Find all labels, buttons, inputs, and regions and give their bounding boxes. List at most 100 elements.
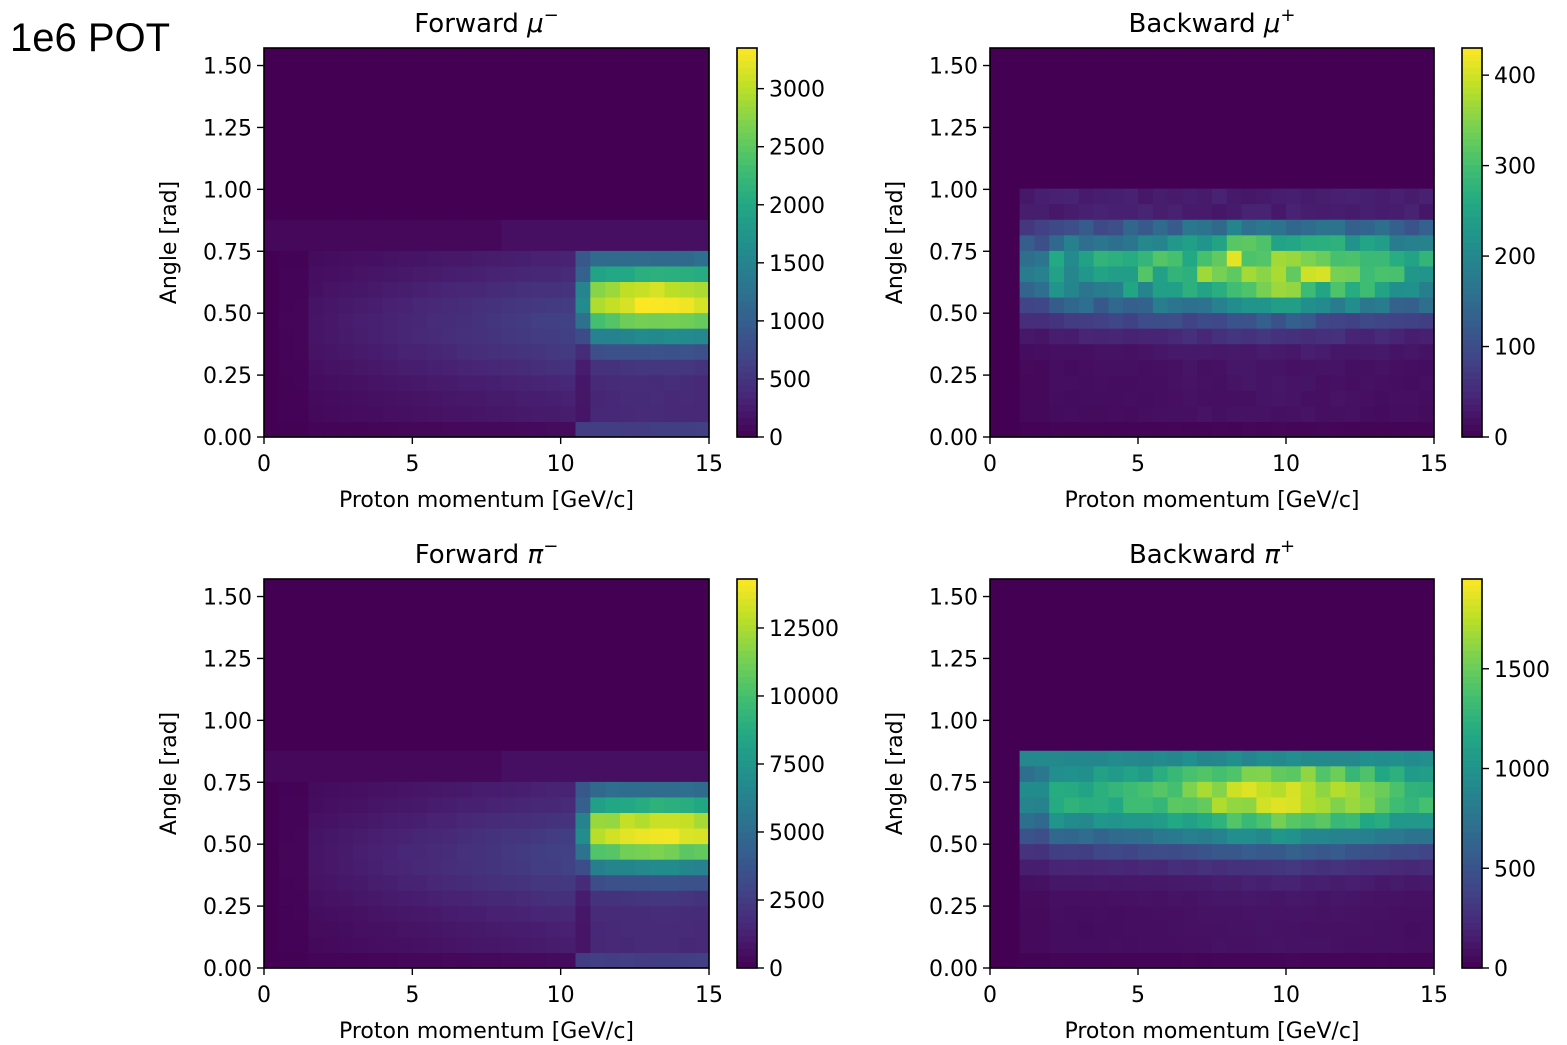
colorbar-segment: [737, 838, 757, 846]
heatmap-cell: [338, 156, 354, 174]
heatmap-cell: [353, 952, 369, 969]
heatmap-cell: [545, 656, 562, 673]
heatmap-cell: [679, 843, 695, 860]
heatmap-cell: [605, 921, 621, 938]
heatmap-cell: [412, 188, 428, 205]
heatmap-cell: [397, 94, 413, 111]
heatmap-cell: [293, 328, 310, 345]
heatmap-cell: [1123, 921, 1139, 938]
heatmap-cell: [1197, 734, 1213, 751]
heatmap-cell: [590, 296, 606, 314]
heatmap-cell: [501, 656, 517, 673]
heatmap-cell: [1360, 390, 1376, 407]
heatmap-cell: [427, 281, 443, 298]
heatmap-cell: [620, 110, 636, 127]
colorbar-segment: [737, 93, 757, 101]
colorbar-segment: [737, 300, 757, 308]
heatmap-cell: [1360, 188, 1376, 205]
heatmap-cell: [620, 156, 636, 174]
heatmap-cell: [1300, 281, 1317, 298]
heatmap-cell: [1152, 281, 1169, 298]
heatmap-cell: [1108, 172, 1124, 189]
heatmap-cell: [516, 250, 532, 267]
heatmap-cell: [1034, 405, 1050, 423]
heatmap-cell: [1078, 343, 1095, 360]
heatmap-cell: [1256, 125, 1272, 142]
heatmap-cell: [545, 781, 562, 798]
heatmap-cell: [1049, 734, 1065, 751]
heatmap-cell: [1167, 625, 1183, 642]
heatmap-cell: [1419, 656, 1435, 673]
heatmap-cell: [590, 750, 606, 767]
colorbar-segment: [1462, 579, 1482, 587]
heatmap-cell: [1064, 79, 1080, 96]
heatmap-cell: [1404, 921, 1420, 938]
heatmap-cell: [1049, 905, 1065, 922]
colorbar-segment: [737, 663, 757, 671]
heatmap-cell: [605, 827, 621, 845]
heatmap-cell: [1345, 610, 1361, 627]
heatmap-cell: [1360, 359, 1376, 376]
heatmap-cell: [1093, 79, 1109, 96]
heatmap-cell: [1330, 94, 1346, 111]
heatmap-cell: [1138, 265, 1154, 282]
heatmap-cell: [560, 936, 577, 954]
heatmap-cell: [649, 750, 666, 767]
heatmap-cell: [575, 125, 591, 142]
heatmap-cell: [1419, 79, 1435, 96]
heatmap-cell: [1404, 641, 1420, 658]
heatmap-cell: [560, 343, 577, 360]
heatmap-cell: [1226, 687, 1243, 705]
heatmap-cell: [323, 63, 339, 80]
heatmap-cell: [679, 390, 695, 407]
heatmap-cell: [442, 374, 458, 391]
heatmap-cell: [367, 921, 384, 938]
heatmap-cell: [1034, 874, 1050, 891]
heatmap-cell: [1286, 936, 1302, 954]
heatmap-cell: [1138, 172, 1154, 189]
heatmap-cell: [1345, 952, 1361, 969]
heatmap-cell: [1197, 796, 1213, 813]
heatmap-cell: [1330, 703, 1346, 720]
heatmap-cell: [293, 579, 310, 596]
heatmap-cell: [1345, 156, 1361, 174]
heatmap-cell: [1182, 421, 1198, 438]
heatmap-cell: [412, 125, 428, 142]
heatmap-cell: [456, 890, 473, 907]
heatmap-cell: [1286, 874, 1302, 891]
x-tick-label: 10: [547, 983, 575, 1008]
heatmap-cell: [1300, 703, 1317, 720]
heatmap-cell: [1212, 859, 1228, 876]
heatmap-cell: [605, 234, 621, 251]
heatmap-cell: [442, 281, 458, 298]
heatmap-cell: [1374, 859, 1391, 876]
heatmap-cell: [323, 625, 339, 642]
heatmap-cell: [545, 594, 562, 611]
colorbar-segment: [1462, 99, 1482, 107]
colorbar-segment: [1462, 430, 1482, 438]
heatmap-cell: [486, 125, 502, 142]
heatmap-cell: [1330, 719, 1346, 736]
heatmap-cell: [1345, 110, 1361, 127]
colorbar-tick-label: 2500: [769, 889, 825, 914]
heatmap-cell: [1138, 188, 1154, 205]
heatmap-cell: [1049, 781, 1065, 798]
colorbar-segment: [1462, 119, 1482, 127]
heatmap-cell: [1286, 750, 1302, 767]
colorbar-segment: [1462, 145, 1482, 153]
heatmap-cell: [1256, 265, 1272, 282]
heatmap-cell: [1019, 703, 1035, 720]
heatmap-cell: [1374, 141, 1391, 158]
heatmap-cell: [1064, 110, 1080, 127]
heatmap-cell: [1004, 812, 1021, 829]
heatmap-cell: [1315, 687, 1331, 705]
heatmap-cell: [1108, 48, 1124, 65]
heatmap-cell: [1138, 48, 1154, 65]
heatmap-cell: [679, 827, 695, 845]
heatmap-cell: [1419, 781, 1435, 798]
heatmap-cell: [338, 641, 354, 658]
heatmap-cell: [1226, 359, 1243, 376]
heatmap-cell: [323, 250, 339, 267]
heatmap-cell: [590, 156, 606, 174]
heatmap-cell: [1064, 594, 1080, 611]
